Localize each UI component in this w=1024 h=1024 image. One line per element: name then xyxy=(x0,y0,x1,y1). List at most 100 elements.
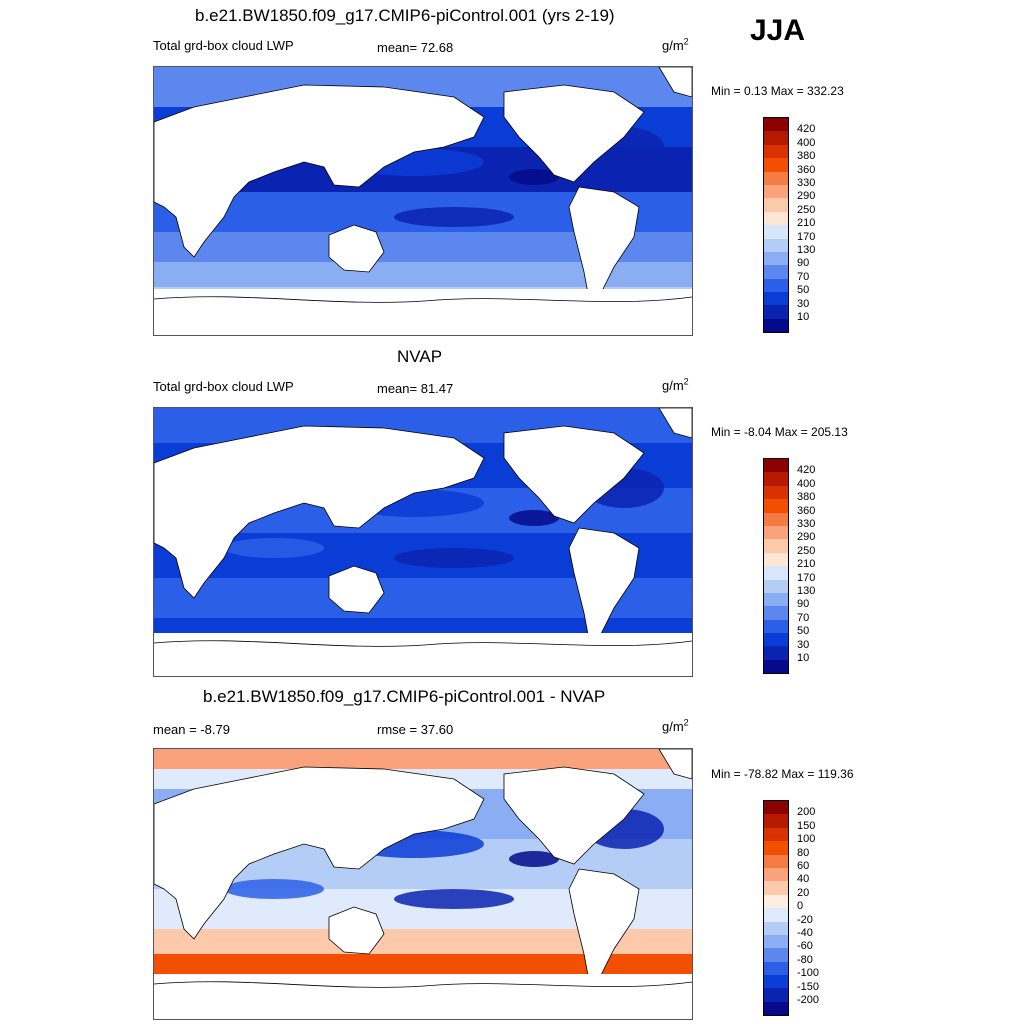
colorbar-tick-label: 170 xyxy=(797,230,816,243)
panel-2-colorbar xyxy=(763,458,789,675)
colorbar-swatch xyxy=(764,318,788,333)
panel-2-units: g/m2 xyxy=(662,376,689,393)
colorbar-swatch xyxy=(764,948,788,962)
colorbar-tick-label: 20 xyxy=(797,886,810,899)
colorbar-tick-label: 380 xyxy=(797,150,816,163)
colorbar-swatch xyxy=(764,1001,788,1016)
colorbar-swatch xyxy=(764,867,788,882)
colorbar-swatch xyxy=(764,171,788,185)
colorbar-tick-label: 290 xyxy=(797,531,816,544)
colorbar-swatch xyxy=(764,566,788,580)
colorbar-tick-label: 170 xyxy=(797,571,816,584)
panel-3-rmse: rmse = 37.60 xyxy=(377,722,454,737)
colorbar-swatch xyxy=(764,198,788,212)
colorbar-tick-label: 290 xyxy=(797,190,816,203)
colorbar-tick-label: 0 xyxy=(797,900,804,913)
panel-2-map xyxy=(153,407,693,677)
colorbar-swatch xyxy=(764,525,788,540)
panel-3-mean: mean = -8.79 xyxy=(153,722,230,737)
colorbar-swatch xyxy=(764,659,788,674)
panel-1-units: g/m2 xyxy=(662,36,689,53)
colorbar-tick-label: 80 xyxy=(797,846,810,859)
colorbar-swatch xyxy=(764,292,788,306)
colorbar-tick-label: 250 xyxy=(797,544,816,557)
colorbar-swatch xyxy=(764,211,788,226)
colorbar-swatch xyxy=(764,539,788,553)
colorbar-tick-label: 10 xyxy=(797,652,810,664)
colorbar-tick-label: 130 xyxy=(797,585,816,597)
colorbar-tick-label: 130 xyxy=(797,244,816,256)
colorbar-tick-label: 60 xyxy=(797,860,810,872)
panel-3-minmax: Min = -78.82 Max = 119.36 xyxy=(711,767,854,781)
colorbar-swatch xyxy=(764,225,788,239)
colorbar-swatch xyxy=(764,131,788,145)
panel-2-mean: mean= 81.47 xyxy=(377,381,454,396)
colorbar-tick-label: 400 xyxy=(797,477,816,490)
colorbar-tick-label: 50 xyxy=(797,625,810,638)
colorbar-swatch xyxy=(764,579,788,593)
colorbar-tick-label: 200 xyxy=(797,806,816,819)
colorbar-swatch xyxy=(764,814,788,828)
colorbar-tick-label: 70 xyxy=(797,270,810,283)
colorbar-swatch xyxy=(764,854,788,868)
colorbar-swatch xyxy=(764,592,788,607)
colorbar-swatch xyxy=(764,485,788,500)
colorbar-swatch xyxy=(764,619,788,634)
colorbar-tick-label: -40 xyxy=(797,927,813,939)
colorbar-tick-label: 100 xyxy=(797,833,816,846)
panel-3-units: g/m2 xyxy=(662,717,689,734)
panel-1-title: b.e21.BW1850.f09_g17.CMIP6-piControl.001… xyxy=(195,6,615,25)
colorbar-tick-label: -100 xyxy=(797,967,820,980)
colorbar-tick-label: 40 xyxy=(797,873,810,886)
colorbar-swatch xyxy=(764,988,788,1002)
colorbar-tick-label: -20 xyxy=(797,913,813,926)
colorbar-swatch xyxy=(764,646,788,660)
colorbar-swatch xyxy=(764,827,788,842)
colorbar-swatch xyxy=(764,934,788,949)
colorbar-tick-label: 360 xyxy=(797,163,816,176)
colorbar-swatch xyxy=(764,881,788,895)
colorbar-swatch xyxy=(764,278,788,293)
colorbar-swatch xyxy=(764,238,788,252)
colorbar-swatch xyxy=(764,801,788,815)
colorbar-tick-label: -60 xyxy=(797,940,813,953)
colorbar-swatch xyxy=(764,633,788,647)
panel-3-title: b.e21.BW1850.f09_g17.CMIP6-piControl.001… xyxy=(203,687,606,706)
colorbar-swatch xyxy=(764,894,788,909)
panel-1-colorbar xyxy=(763,117,789,334)
colorbar-tick-label: -200 xyxy=(797,994,820,1006)
colorbar-swatch xyxy=(764,841,788,855)
colorbar-swatch xyxy=(764,512,788,526)
colorbar-tick-label: 380 xyxy=(797,491,816,504)
colorbar-tick-label: 330 xyxy=(797,518,816,530)
colorbar-tick-label: 420 xyxy=(797,464,816,477)
colorbar-swatch xyxy=(764,975,788,989)
colorbar-tick-label: 90 xyxy=(797,257,810,270)
panel-1-minmax: Min = 0.13 Max = 332.23 xyxy=(711,84,844,98)
colorbar-tick-label: 30 xyxy=(797,297,810,310)
colorbar-tick-label: -150 xyxy=(797,980,820,993)
colorbar-swatch xyxy=(764,118,788,132)
colorbar-swatch xyxy=(764,552,788,567)
colorbar-tick-label: 250 xyxy=(797,203,816,216)
colorbar-swatch xyxy=(764,499,788,513)
colorbar-tick-label: 10 xyxy=(797,311,810,323)
map-field xyxy=(154,67,692,335)
panel-2-minmax: Min = -8.04 Max = 205.13 xyxy=(711,425,848,439)
colorbar-swatch xyxy=(764,144,788,159)
season-label: JJA xyxy=(750,14,806,47)
panel-1-mean: mean= 72.68 xyxy=(377,40,454,55)
colorbar-swatch xyxy=(764,472,788,486)
colorbar-swatch xyxy=(764,265,788,279)
colorbar-tick-label: 30 xyxy=(797,638,810,651)
panel-1-variable-label: Total grd-box cloud LWP xyxy=(153,38,294,53)
colorbar-swatch xyxy=(764,459,788,473)
colorbar-swatch xyxy=(764,305,788,319)
panel-3-map xyxy=(153,748,693,1020)
map-field xyxy=(154,749,692,1017)
colorbar-tick-label: 150 xyxy=(797,819,816,832)
colorbar-tick-label: 360 xyxy=(797,504,816,517)
colorbar-swatch xyxy=(764,908,788,922)
colorbar-tick-label: -80 xyxy=(797,953,813,966)
colorbar-tick-label: 210 xyxy=(797,558,816,571)
